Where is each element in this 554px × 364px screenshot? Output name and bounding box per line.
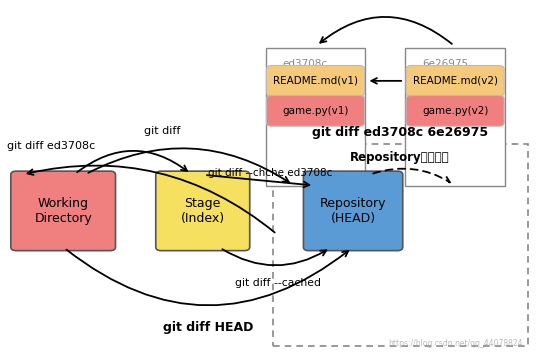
Text: game.py(v2): game.py(v2) [422,106,488,116]
FancyBboxPatch shape [406,95,504,126]
Text: git diff --cached: git diff --cached [235,278,321,288]
Text: git diff ed3708c: git diff ed3708c [7,141,95,151]
FancyBboxPatch shape [156,171,250,251]
FancyBboxPatch shape [266,95,365,126]
Text: Working
Directory: Working Directory [34,197,92,225]
FancyBboxPatch shape [266,66,365,96]
Text: git diff ed3708c 6e26975: git diff ed3708c 6e26975 [312,126,488,139]
FancyBboxPatch shape [406,48,505,186]
FancyBboxPatch shape [266,48,365,186]
Text: git diff HEAD: git diff HEAD [163,321,253,334]
Text: https://blog.csdn.net/qq_44078824: https://blog.csdn.net/qq_44078824 [388,339,522,348]
FancyBboxPatch shape [304,171,403,251]
Text: README.md(v1): README.md(v1) [273,76,358,86]
Text: README.md(v2): README.md(v2) [413,76,497,86]
FancyBboxPatch shape [11,171,115,251]
FancyBboxPatch shape [406,66,504,96]
Text: Stage
(Index): Stage (Index) [181,197,225,225]
Text: Repository
(HEAD): Repository (HEAD) [320,197,386,225]
Text: 6e26975......: 6e26975...... [422,59,488,69]
Text: ed3708c......: ed3708c...... [283,59,348,69]
Text: game.py(v1): game.py(v1) [283,106,348,116]
Text: Repository（仓库）: Repository（仓库） [350,151,450,164]
Text: git diff --chche ed3708c: git diff --chche ed3708c [208,169,332,178]
Text: git diff: git diff [143,126,180,136]
